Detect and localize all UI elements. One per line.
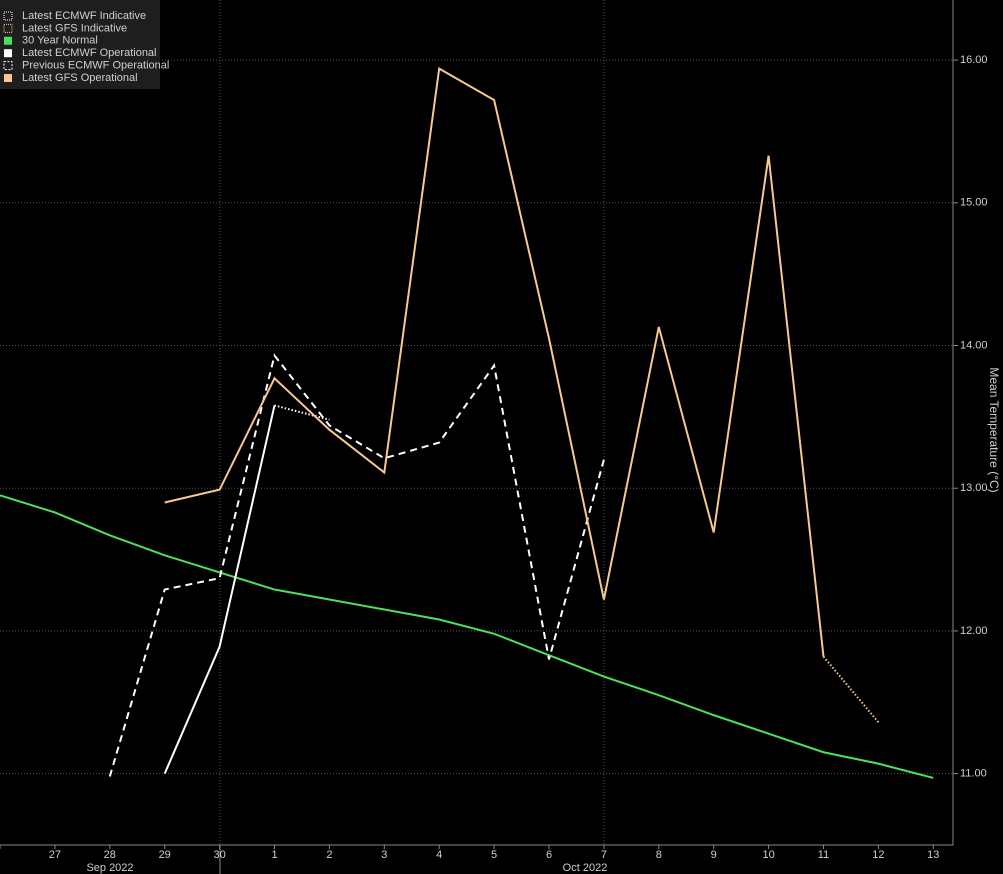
x-tick-label: 5 bbox=[491, 849, 497, 861]
x-tick-label: 13 bbox=[927, 849, 939, 861]
month-label: Sep 2022 bbox=[86, 862, 133, 874]
x-tick-label: 12 bbox=[872, 849, 884, 861]
x-tick-label: 30 bbox=[213, 849, 225, 861]
legend-swatch bbox=[4, 36, 12, 45]
y-tick-label: 12.00 bbox=[960, 625, 988, 637]
x-tick-label: 7 bbox=[601, 849, 607, 861]
x-tick-label: 29 bbox=[159, 849, 171, 861]
legend-label: Previous ECMWF Operational bbox=[22, 60, 169, 72]
y-tick-label: 11.00 bbox=[960, 768, 987, 780]
x-tick-label: 4 bbox=[436, 849, 442, 861]
legend-label: Latest GFS Operational bbox=[22, 72, 138, 84]
series-line bbox=[274, 404, 330, 421]
y-tick-label: 16.00 bbox=[960, 54, 988, 66]
legend-label: 30 Year Normal bbox=[22, 35, 98, 47]
legend-swatch bbox=[3, 11, 13, 21]
month-label: Oct 2022 bbox=[563, 862, 608, 874]
series-line bbox=[163, 405, 276, 775]
series-line bbox=[108, 353, 605, 777]
legend-label: Latest ECMWF Indicative bbox=[22, 10, 146, 22]
x-tick-label: 9 bbox=[711, 849, 717, 861]
legend-label: Latest GFS Indicative bbox=[22, 22, 127, 34]
series-line bbox=[822, 655, 880, 723]
legend-box bbox=[0, 0, 160, 89]
legend-swatch bbox=[3, 61, 13, 71]
y-tick-label: 14.00 bbox=[960, 339, 988, 351]
x-tick-label: 10 bbox=[762, 849, 774, 861]
x-tick-label: 3 bbox=[381, 849, 387, 861]
legend-swatch bbox=[3, 23, 13, 33]
y-tick-label: 13.00 bbox=[960, 482, 988, 494]
x-tick-label: 8 bbox=[656, 849, 662, 861]
x-tick-label: 1 bbox=[271, 849, 277, 861]
series-line bbox=[0, 494, 934, 779]
series-line bbox=[164, 67, 825, 657]
legend-swatch bbox=[4, 49, 12, 58]
x-tick-label: 2 bbox=[326, 849, 332, 861]
x-tick-label: 27 bbox=[49, 849, 61, 861]
x-tick-label: 11 bbox=[818, 849, 829, 861]
x-tick-label: 6 bbox=[546, 849, 552, 861]
legend-label: Latest ECMWF Operational bbox=[22, 47, 157, 59]
x-tick-label: 28 bbox=[104, 849, 116, 861]
y-tick-label: 15.00 bbox=[960, 197, 988, 209]
legend-swatch bbox=[4, 74, 12, 82]
y-axis-title: Mean Temperature (°C) bbox=[987, 367, 1001, 492]
